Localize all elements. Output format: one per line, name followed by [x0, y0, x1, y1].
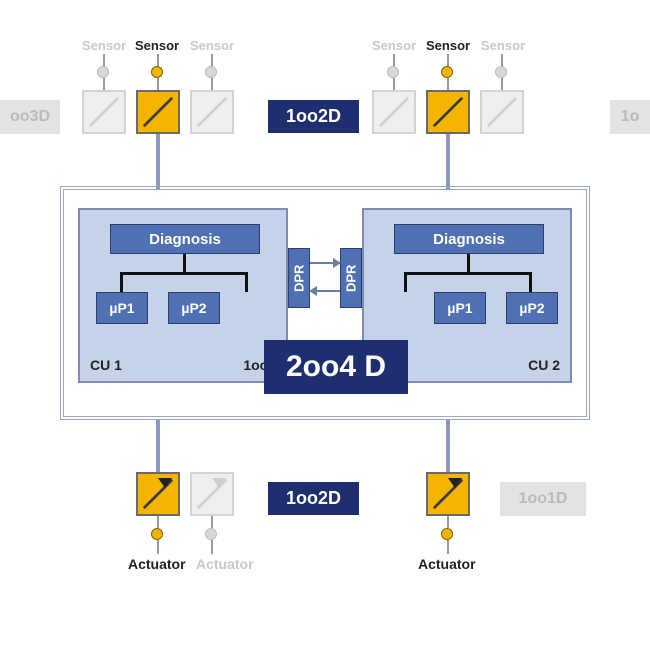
- sensor-io-icon: [426, 90, 470, 134]
- actuator-io-icon: [136, 472, 180, 516]
- sensor-label-l2: Sensor: [190, 38, 234, 53]
- actuator-label-r0: Actuator: [418, 556, 476, 572]
- pin: [447, 78, 449, 90]
- tree-line: [467, 254, 470, 272]
- down-triangle-icon: [212, 478, 226, 488]
- sensor-node-icon: [495, 66, 507, 78]
- badge-center: 2oo4 D: [264, 340, 408, 394]
- cu2-up1: µP1: [434, 292, 486, 324]
- cu2-name: CU 2: [528, 357, 560, 373]
- connector: [446, 420, 450, 472]
- pin: [393, 78, 395, 90]
- cu1-up2: µP2: [168, 292, 220, 324]
- down-triangle-icon: [158, 478, 172, 488]
- cu1-panel: Diagnosis µP1 µP2 CU 1 1oo2: [78, 208, 288, 383]
- sensor-node-icon: [441, 66, 453, 78]
- sensor-label-l0: Sensor: [82, 38, 126, 53]
- cu1-name: CU 1: [90, 357, 122, 373]
- sensor-io-icon: [190, 90, 234, 134]
- pin: [211, 516, 213, 528]
- sensor-io-icon: [480, 90, 524, 134]
- pin: [211, 540, 213, 554]
- cu2-up2: µP2: [506, 292, 558, 324]
- ghost-badge-bottom-right: 1oo1D: [500, 482, 586, 516]
- sensor-io-icon: [372, 90, 416, 134]
- connector: [446, 134, 450, 190]
- cu2-dpr: DPR: [340, 248, 362, 308]
- pin: [157, 516, 159, 528]
- ghost-badge-left: oo3D: [0, 100, 60, 134]
- tree-line: [120, 272, 123, 292]
- actuator-label-l0: Actuator: [128, 556, 186, 572]
- sensor-io-icon: [82, 90, 126, 134]
- diagram-root: { "colors": { "navy": "#1e2f6f", "panel"…: [0, 0, 650, 650]
- down-triangle-icon: [448, 478, 462, 488]
- ghost-badge-right: 1o: [610, 100, 650, 134]
- sensor-label-r1: Sensor: [426, 38, 470, 53]
- badge-top: 1oo2D: [268, 100, 359, 133]
- sensor-io-icon: [136, 90, 180, 134]
- dpr-arrow-right-icon: [310, 262, 340, 264]
- actuator-node-icon: [205, 528, 217, 540]
- connector: [156, 420, 160, 472]
- actuator-node-icon: [441, 528, 453, 540]
- cu1-dpr: DPR: [288, 248, 310, 308]
- tree-line: [120, 272, 248, 275]
- sensor-node-icon: [205, 66, 217, 78]
- tree-line: [183, 254, 186, 272]
- connector: [156, 134, 160, 190]
- tree-line: [529, 272, 532, 292]
- tree-line: [404, 272, 532, 275]
- pin: [447, 516, 449, 528]
- actuator-io-icon: [190, 472, 234, 516]
- sensor-label-r0: Sensor: [372, 38, 416, 53]
- tree-line: [404, 272, 407, 292]
- pin: [501, 78, 503, 90]
- pin: [211, 78, 213, 90]
- cu1-diagnosis: Diagnosis: [110, 224, 260, 254]
- sensor-node-icon: [97, 66, 109, 78]
- cu2-diagnosis: Diagnosis: [394, 224, 544, 254]
- cu1-up1: µP1: [96, 292, 148, 324]
- pin: [157, 540, 159, 554]
- actuator-node-icon: [151, 528, 163, 540]
- sensor-node-icon: [151, 66, 163, 78]
- sensor-label-r2: Sensor: [481, 38, 525, 53]
- badge-bottom: 1oo2D: [268, 482, 359, 515]
- tree-line: [245, 272, 248, 292]
- sensor-node-icon: [387, 66, 399, 78]
- pin: [447, 540, 449, 554]
- actuator-io-icon: [426, 472, 470, 516]
- actuator-label-l1: Actuator: [196, 556, 254, 572]
- pin: [103, 78, 105, 90]
- dpr-arrow-left-icon: [310, 290, 340, 292]
- sensor-label-l1: Sensor: [135, 38, 179, 53]
- pin: [157, 78, 159, 90]
